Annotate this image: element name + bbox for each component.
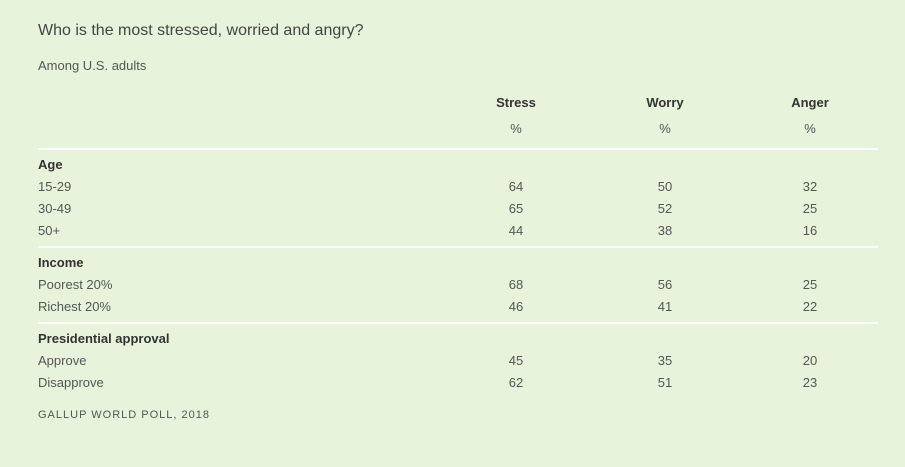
- row-label: Disapprove: [38, 375, 104, 390]
- group-header-row: Presidential approval: [38, 328, 878, 350]
- column-header-row: Stress Worry Anger: [496, 95, 829, 110]
- table-row: 30-49 65 52 25: [38, 198, 878, 220]
- group-label: Age: [38, 157, 63, 172]
- table-body: Age 15-29 64 50 32 30-49 65 52 25 50+ 44 38 16 Income…: [38, 148, 878, 394]
- row-label: Richest 20%: [38, 299, 111, 314]
- section-divider: [38, 148, 878, 150]
- group-label: Income: [38, 255, 84, 270]
- row-label: 30-49: [38, 201, 72, 216]
- table-row: Disapprove 62 51 23: [38, 372, 878, 394]
- unit-row: % % %: [510, 121, 816, 136]
- row-label: Approve: [38, 353, 87, 368]
- chart-title: Who is the most stressed, worried and an…: [38, 22, 364, 39]
- chart-subtitle: Among U.S. adults: [38, 58, 147, 73]
- section-divider: [38, 322, 878, 324]
- table-row: Richest 20% 46 41 22: [38, 296, 878, 318]
- row-label: 15-29: [38, 179, 72, 194]
- group-header-row: Income: [38, 252, 878, 274]
- results-table: Stress Worry Anger % % % Age 15-29 64 50 32 3…: [38, 92, 878, 394]
- table-row: 50+ 44 38 16: [38, 220, 878, 242]
- section-divider: [38, 246, 878, 248]
- table-row: Approve 45 35 20: [38, 350, 878, 372]
- table-row: 15-29 64 50 32: [38, 176, 878, 198]
- source-footer: GALLUP WORLD POLL, 2018: [38, 409, 210, 421]
- row-label: 50+: [38, 223, 61, 238]
- table-row: Poorest 20% 68 56 25: [38, 274, 878, 296]
- group-label: Presidential approval: [38, 331, 170, 346]
- group-header-row: Age: [38, 154, 878, 176]
- row-label: Poorest 20%: [38, 277, 113, 292]
